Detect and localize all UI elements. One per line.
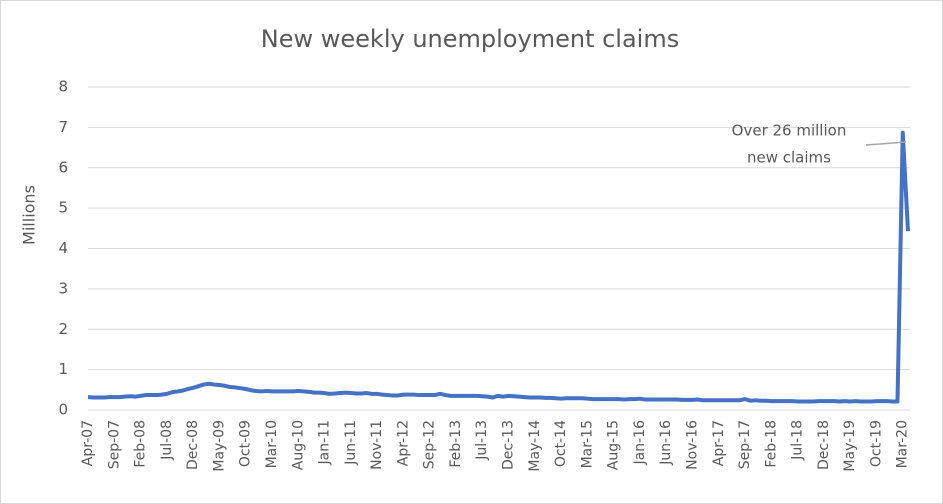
x-tick-label: Sep-12 — [422, 420, 438, 469]
x-tick-label: Jun-11 — [343, 420, 359, 466]
y-tick-label: 1 — [58, 360, 68, 378]
x-tick-label: Feb-13 — [448, 420, 464, 468]
data-line — [87, 130, 910, 404]
x-tick-label: Oct-14 — [553, 420, 569, 467]
annotation: Over 26 million — [732, 122, 847, 140]
x-tick-label: Jul-13 — [474, 420, 490, 461]
x-tick-label: Oct-19 — [868, 420, 884, 467]
x-tick-label: Nov-11 — [369, 420, 385, 470]
x-tick-label: Dec-18 — [816, 420, 832, 470]
x-tick-label: Mar-10 — [264, 420, 280, 468]
x-tick-label: Jul-18 — [790, 420, 806, 461]
x-tick-label: Sep-07 — [106, 420, 122, 469]
y-axis-label: Millions — [20, 185, 39, 245]
y-tick-label: 8 — [58, 78, 68, 96]
x-tick-label: Apr-12 — [395, 420, 411, 466]
y-tick-label: 5 — [58, 199, 68, 217]
x-tick-label: Jun-16 — [658, 420, 674, 466]
x-tick-label: Jan-16 — [632, 420, 648, 466]
y-tick-label: 7 — [58, 118, 68, 136]
x-tick-label: Feb-18 — [763, 420, 779, 468]
y-tick-label: 4 — [58, 239, 68, 257]
x-tick-label: Feb-08 — [133, 420, 149, 468]
annotation: new claims — [747, 149, 831, 167]
x-tick-label: Apr-07 — [80, 420, 96, 466]
x-tick-label: Mar-20 — [895, 420, 911, 468]
x-tick-label: May-09 — [211, 420, 227, 472]
x-tick-label: Jul-08 — [159, 420, 175, 461]
x-tick-label: Apr-17 — [711, 420, 727, 466]
y-tick-label: 6 — [58, 158, 68, 176]
leader-line — [865, 141, 907, 146]
x-tick-label: Jan-11 — [317, 420, 333, 465]
x-tick-label: May-14 — [527, 420, 543, 472]
x-tick-label: Oct-09 — [238, 420, 254, 467]
chart-title: New weekly unemployment claims — [261, 25, 679, 53]
y-tick-label: 2 — [58, 320, 68, 338]
x-tick-label: Aug-10 — [290, 420, 306, 470]
y-tick-label: 0 — [58, 401, 68, 419]
x-tick-label: Mar-15 — [579, 420, 595, 468]
x-tick-label: Sep-17 — [737, 420, 753, 469]
x-tick-label: Dec-08 — [185, 420, 201, 470]
x-tick-label: May-19 — [842, 420, 858, 472]
x-tick-label: Dec-13 — [501, 420, 517, 470]
y-tick-label: 3 — [58, 279, 68, 297]
x-tick-label: Aug-15 — [606, 420, 622, 470]
x-tick-label: Nov-16 — [684, 420, 700, 470]
